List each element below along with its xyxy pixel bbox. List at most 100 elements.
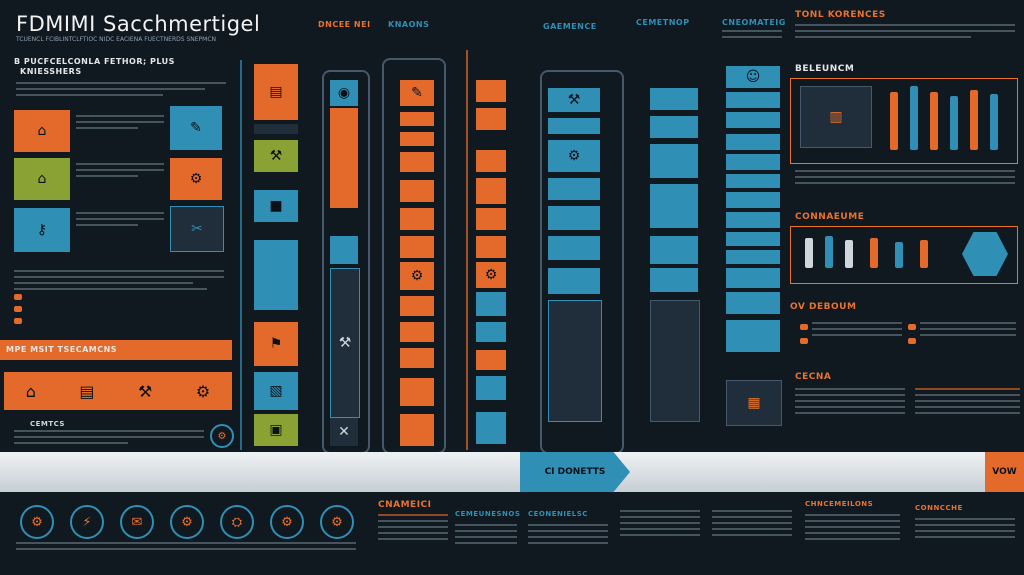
bullet-icon xyxy=(800,324,808,330)
hex-icon xyxy=(962,232,1008,276)
tool-row xyxy=(476,208,506,230)
wrench-icon: ✎ xyxy=(400,80,434,106)
bottom-header-4: CHNCEMEILONS xyxy=(805,500,874,508)
gear-icon: ⚙ xyxy=(270,505,304,539)
left-panel-heading: B PUCFCELCONLA FETHOR; PLUS xyxy=(14,57,175,66)
cog-icon: ⛭ xyxy=(220,505,254,539)
gear-icon: ⚙ xyxy=(170,505,204,539)
col4-header: CEMETNOP xyxy=(636,18,690,27)
tool-row xyxy=(476,322,506,342)
tool-row xyxy=(400,414,434,446)
tool-row xyxy=(476,350,506,370)
tool-icon xyxy=(990,94,998,150)
square-icon: ■ xyxy=(254,190,298,222)
tool-icon xyxy=(930,92,938,150)
tool-icon xyxy=(970,90,978,150)
orange-banner: MPE MSIT TSECAMCNS xyxy=(0,340,232,360)
tool-icon xyxy=(890,92,898,150)
gear-icon: ⚙ xyxy=(320,505,354,539)
tool-row xyxy=(476,80,506,102)
bottom-text-1 xyxy=(378,514,448,540)
vow-label: VOW xyxy=(985,452,1024,492)
timeline-stripe xyxy=(240,60,242,450)
mail-icon: ✉ xyxy=(120,505,154,539)
tool-icon xyxy=(895,242,903,268)
tool-row xyxy=(400,152,434,172)
blue-row xyxy=(726,154,780,170)
right-b-header: BELEUNCM xyxy=(795,64,855,74)
blue-row xyxy=(548,118,600,134)
clipboard-icon: ▧ xyxy=(254,372,298,410)
col3-header: GAEMENCE xyxy=(543,22,597,31)
house-icon: ⌂ xyxy=(14,110,70,152)
tool-column xyxy=(548,300,602,422)
bottom-text-4 xyxy=(620,510,700,536)
blue-row xyxy=(726,192,780,208)
bottom-text-5 xyxy=(712,510,792,536)
bottom-header-1: CNAMEICI xyxy=(378,500,432,510)
bottom-text-3 xyxy=(528,524,608,544)
tool-row xyxy=(476,412,506,444)
col5-header: CNEOMATEIG xyxy=(722,18,786,27)
blue-row xyxy=(726,292,780,314)
bullet-icon xyxy=(908,324,916,330)
blue-row xyxy=(726,250,780,264)
feature-text-3 xyxy=(76,212,164,226)
tool-row xyxy=(400,378,434,406)
tool-row xyxy=(400,296,434,316)
blue-row xyxy=(548,178,600,200)
tool-row xyxy=(400,132,434,146)
right-d-text-1 xyxy=(812,322,902,336)
tool-icon: ✂ xyxy=(170,206,224,252)
right-b-text xyxy=(795,170,1015,184)
blue-row xyxy=(548,206,600,230)
left-footer-text xyxy=(14,430,204,444)
feature-text-1 xyxy=(76,115,164,129)
spacer xyxy=(254,124,298,134)
toolbox-icon: ⚒ xyxy=(254,140,298,172)
bolt-icon: ⚡ xyxy=(70,505,104,539)
bottom-text-7 xyxy=(915,518,1015,538)
blue-row xyxy=(650,184,698,228)
blue-row xyxy=(726,268,780,288)
bullet-icon xyxy=(14,318,22,324)
tool-row xyxy=(400,322,434,342)
tool-icon: ▦ xyxy=(726,380,782,426)
blue-row: ⚒ xyxy=(548,88,600,112)
tool-row xyxy=(400,348,434,368)
tool-icon xyxy=(825,236,833,268)
tool-row xyxy=(400,208,434,230)
tool-column xyxy=(650,300,700,422)
blue-row xyxy=(548,268,600,294)
tool-icon xyxy=(910,86,918,150)
document-icon: ▤ xyxy=(254,64,298,120)
left-bullets xyxy=(14,270,224,290)
top-right-header: TONL KORENCES xyxy=(795,10,886,20)
icon-strip: ⌂ ▤ ⚒ ⚙ xyxy=(4,372,232,410)
timeline-stripe xyxy=(466,50,468,450)
blue-row: ☺ xyxy=(726,66,780,88)
page-subtitle: TCUENCL FCIBLINTCLFTIOC NIDC EACIENA FUE… xyxy=(16,36,217,43)
feature-text-2 xyxy=(76,163,164,177)
blue-row xyxy=(726,112,780,128)
right-e-text-2 xyxy=(915,388,1020,414)
hammer-icon: ⚒ xyxy=(138,381,153,401)
blue-row xyxy=(726,212,780,228)
blue-panel xyxy=(254,240,298,310)
blue-row xyxy=(726,134,780,150)
tool-row xyxy=(476,376,506,400)
left-intro-text xyxy=(16,82,226,96)
gear-icon: ⚙ xyxy=(476,262,506,288)
gear-icon: ⚙ xyxy=(210,424,234,448)
tool-row xyxy=(400,112,434,126)
timeline-label: CI DONETTS xyxy=(520,452,630,492)
wrench-icon: ✎ xyxy=(170,106,222,150)
tool-row xyxy=(476,236,506,258)
blue-row xyxy=(726,174,780,188)
right-d-header: OV DEBOUM xyxy=(790,302,857,312)
blue-panel xyxy=(330,236,358,264)
tool-row xyxy=(476,292,506,316)
blue-row xyxy=(726,92,780,108)
bottom-icon-labels xyxy=(16,542,356,550)
bottom-text-2 xyxy=(455,524,517,544)
